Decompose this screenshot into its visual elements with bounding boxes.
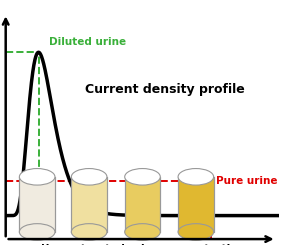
Text: Diluted urine: Diluted urine — [50, 37, 127, 47]
Text: Un-pretreated urine concentration: Un-pretreated urine concentration — [40, 244, 245, 245]
Ellipse shape — [19, 224, 55, 240]
Bar — [19, 177, 55, 232]
Ellipse shape — [178, 169, 214, 185]
Ellipse shape — [125, 169, 160, 185]
Ellipse shape — [125, 224, 160, 240]
Text: Current density profile: Current density profile — [85, 83, 244, 96]
Ellipse shape — [71, 169, 107, 185]
Bar — [71, 177, 107, 232]
Text: Pure urine: Pure urine — [216, 176, 278, 186]
Ellipse shape — [71, 224, 107, 240]
Ellipse shape — [19, 169, 55, 185]
Bar — [178, 177, 214, 232]
Bar — [125, 177, 160, 232]
Ellipse shape — [178, 224, 214, 240]
